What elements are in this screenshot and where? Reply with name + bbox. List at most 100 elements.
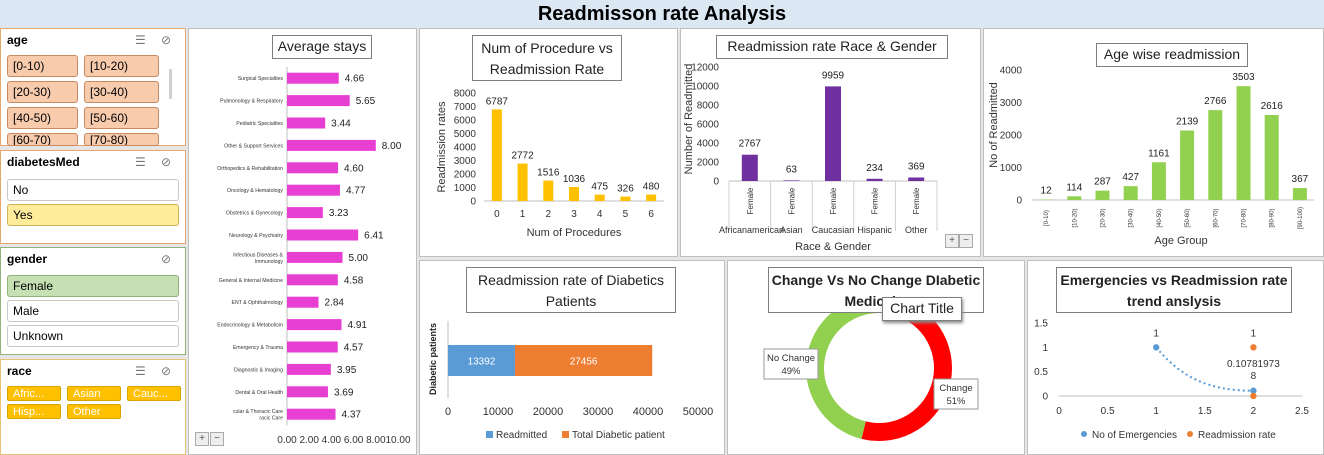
x-tick-label: 20000: [533, 406, 564, 418]
x-tick-label: 5: [623, 209, 629, 220]
data-label: 3.95: [337, 365, 357, 376]
data-label: 4.58: [344, 275, 364, 286]
bar: [594, 194, 605, 201]
chart-title-tooltip: Chart Title: [882, 297, 962, 321]
data-label: 13392: [468, 357, 496, 368]
slicer-title-age: age: [7, 33, 28, 47]
slicer-item-age[interactable]: [40-50): [7, 107, 78, 129]
slicer-item-diabetesmed-selected[interactable]: Yes: [7, 204, 179, 226]
x-tick-label: 1: [1153, 406, 1159, 417]
bar: [517, 163, 528, 201]
legend-label: No of Emergencies: [1092, 430, 1177, 441]
chart-title-emergencies: Emergencies vs Readmission rate trend an…: [1056, 267, 1292, 313]
sub-category-label: Female: [787, 187, 796, 214]
bar: [287, 386, 328, 398]
slicer-item-age[interactable]: [60-70): [7, 133, 78, 146]
expand-button[interactable]: +: [195, 432, 209, 446]
y-tick-label: 2000: [1000, 131, 1023, 142]
y-tick-label: 1000: [1000, 163, 1023, 174]
slicer-item-race[interactable]: Hisp...: [7, 404, 61, 419]
y-axis-label: No of Readmitted: [988, 82, 1000, 168]
y-tick-label: 2000: [454, 170, 477, 181]
chart-title-average-stays: Average stays: [272, 35, 372, 59]
slicer-item-race[interactable]: Cauc...: [127, 386, 181, 401]
x-tick-label: 10.00: [385, 435, 410, 446]
bar: [287, 162, 339, 174]
data-label: 0.10781973: [1227, 359, 1280, 370]
y-axis-label: Number of Readmitted: [683, 64, 695, 175]
category-label: Surgical Specialties: [238, 76, 284, 82]
multi-select-icon[interactable]: ☰: [135, 364, 146, 378]
clear-filter-icon[interactable]: ⊘: [161, 252, 172, 266]
x-tick-label: 1.5: [1198, 406, 1212, 417]
bar: [287, 274, 338, 286]
data-label: 1516: [537, 168, 560, 179]
y-tick-label: 3000: [454, 156, 477, 167]
data-label: 1: [1153, 328, 1159, 339]
data-label: 1: [1251, 328, 1257, 339]
multi-select-icon[interactable]: ☰: [135, 155, 146, 169]
data-label: 2.84: [325, 298, 345, 309]
y-tick-label: 4000: [454, 143, 477, 154]
data-label: 1161: [1148, 148, 1170, 159]
y-tick-label: 1: [1042, 343, 1048, 354]
slicer-item-age[interactable]: [10-20): [84, 55, 159, 77]
data-label: 2616: [1261, 101, 1284, 112]
data-label: 5.00: [349, 253, 369, 264]
slicer-scrollbar[interactable]: [169, 69, 172, 99]
donut-slice: [861, 296, 953, 442]
data-label: 63: [786, 164, 798, 175]
category-label: No Change: [767, 353, 815, 364]
bar: [1236, 86, 1251, 200]
clear-filter-icon[interactable]: ⊘: [161, 33, 172, 47]
slicer-item-age[interactable]: [70-80): [84, 133, 159, 146]
slicer-item-race[interactable]: Afric...: [7, 386, 61, 401]
bar: [1151, 162, 1166, 200]
clear-filter-icon[interactable]: ⊘: [161, 364, 172, 378]
bar: [783, 180, 800, 181]
slicer-item-gender-selected[interactable]: Female: [7, 275, 179, 297]
x-tick-label: 2: [546, 209, 552, 220]
slicer-item-age[interactable]: [0-10): [7, 55, 78, 77]
x-tick-label: 0: [445, 406, 451, 418]
slicer-item-gender[interactable]: Male: [7, 300, 179, 322]
slicer-item-age[interactable]: [20-30): [7, 81, 78, 103]
category-label: Diagnostic & Imaging: [234, 367, 283, 373]
data-label: 2772: [511, 151, 534, 162]
emergencies-panel: Emergencies vs Readmission rate trend an…: [1027, 260, 1324, 455]
legend-label: Total Diabetic patient: [572, 430, 665, 441]
slicer-item-race[interactable]: Asian: [67, 386, 121, 401]
x-tick-label: 0.00: [277, 435, 297, 446]
race-slicer: race ☰ ⊘ Afric... Asian Cauc... Hisp... …: [0, 359, 186, 455]
y-tick-label: 6000: [697, 120, 720, 131]
y-tick-label: 0: [1042, 392, 1048, 403]
data-label: 3.23: [329, 208, 349, 219]
bar: [287, 319, 342, 331]
collapse-button[interactable]: −: [959, 234, 973, 248]
data-label: 4.57: [344, 343, 364, 354]
category-label: Other: [905, 225, 928, 235]
slicer-item-race[interactable]: Other: [67, 404, 121, 419]
multi-select-icon[interactable]: ☰: [135, 33, 146, 47]
slicer-item-gender[interactable]: Unknown: [7, 325, 179, 347]
chart-title-procedures: Num of Procedure vs Readmission Rate: [472, 35, 622, 81]
data-point: [1250, 387, 1257, 394]
bar-segment: [514, 345, 653, 376]
data-label: 3.69: [334, 387, 354, 398]
category-label: General & Internal Medicine: [219, 278, 283, 284]
x-tick-label: 2.5: [1295, 406, 1309, 417]
bar-segment: [448, 345, 515, 376]
slicer-item-age[interactable]: [30-40): [84, 81, 159, 103]
expand-button[interactable]: +: [945, 234, 959, 248]
x-tick-label: 2: [1251, 406, 1257, 417]
x-tick-label: 0: [494, 209, 500, 220]
bar: [1292, 188, 1307, 200]
procedures-chart: 0 1000 2000 3000 4000 5000 6000 7000 8000 6787 0 27…: [436, 89, 664, 239]
category-label: Infectious Diseases & Immunology: [233, 252, 283, 265]
slicer-item-age[interactable]: [50-60): [84, 107, 159, 129]
collapse-button[interactable]: −: [210, 432, 224, 446]
slicer-item-diabetesmed[interactable]: No: [7, 179, 179, 201]
clear-filter-icon[interactable]: ⊘: [161, 155, 172, 169]
x-tick-label: 2.00: [299, 435, 319, 446]
